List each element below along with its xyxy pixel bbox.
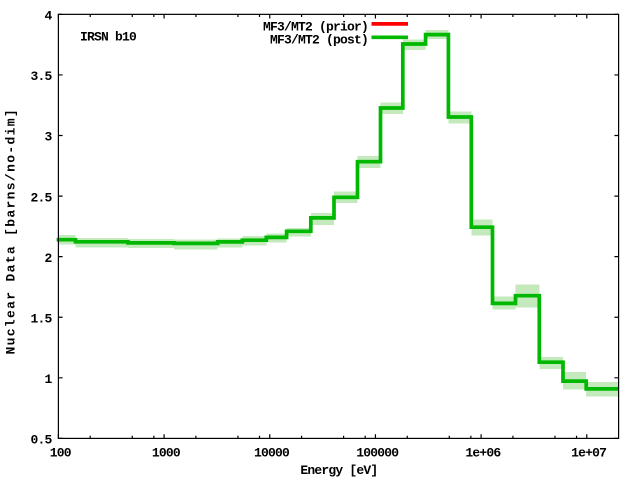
svg-text:1: 1 <box>44 372 52 387</box>
svg-text:2.5: 2.5 <box>30 190 52 205</box>
svg-text:IRSN b10: IRSN b10 <box>80 30 137 45</box>
svg-text:0.5: 0.5 <box>30 433 52 448</box>
svg-text:100000: 100000 <box>356 445 399 460</box>
svg-text:Energy [eV]: Energy [eV] <box>300 463 377 478</box>
svg-text:Nuclear Data [barns/no-dim]: Nuclear Data [barns/no-dim] <box>3 108 18 355</box>
svg-text:2: 2 <box>44 251 52 266</box>
svg-text:100: 100 <box>50 445 72 460</box>
svg-text:1000: 1000 <box>152 445 181 460</box>
svg-text:MF3/MT2 (post): MF3/MT2 (post) <box>270 33 368 48</box>
svg-text:3: 3 <box>44 130 52 145</box>
svg-text:1e+06: 1e+06 <box>465 445 501 460</box>
svg-text:4: 4 <box>44 9 52 24</box>
svg-text:3.5: 3.5 <box>30 69 52 84</box>
svg-text:MF3/MT2 (prior): MF3/MT2 (prior) <box>263 19 368 34</box>
svg-text:10000: 10000 <box>254 445 290 460</box>
svg-text:1e+07: 1e+07 <box>571 445 606 460</box>
svg-text:1.5: 1.5 <box>30 311 52 326</box>
